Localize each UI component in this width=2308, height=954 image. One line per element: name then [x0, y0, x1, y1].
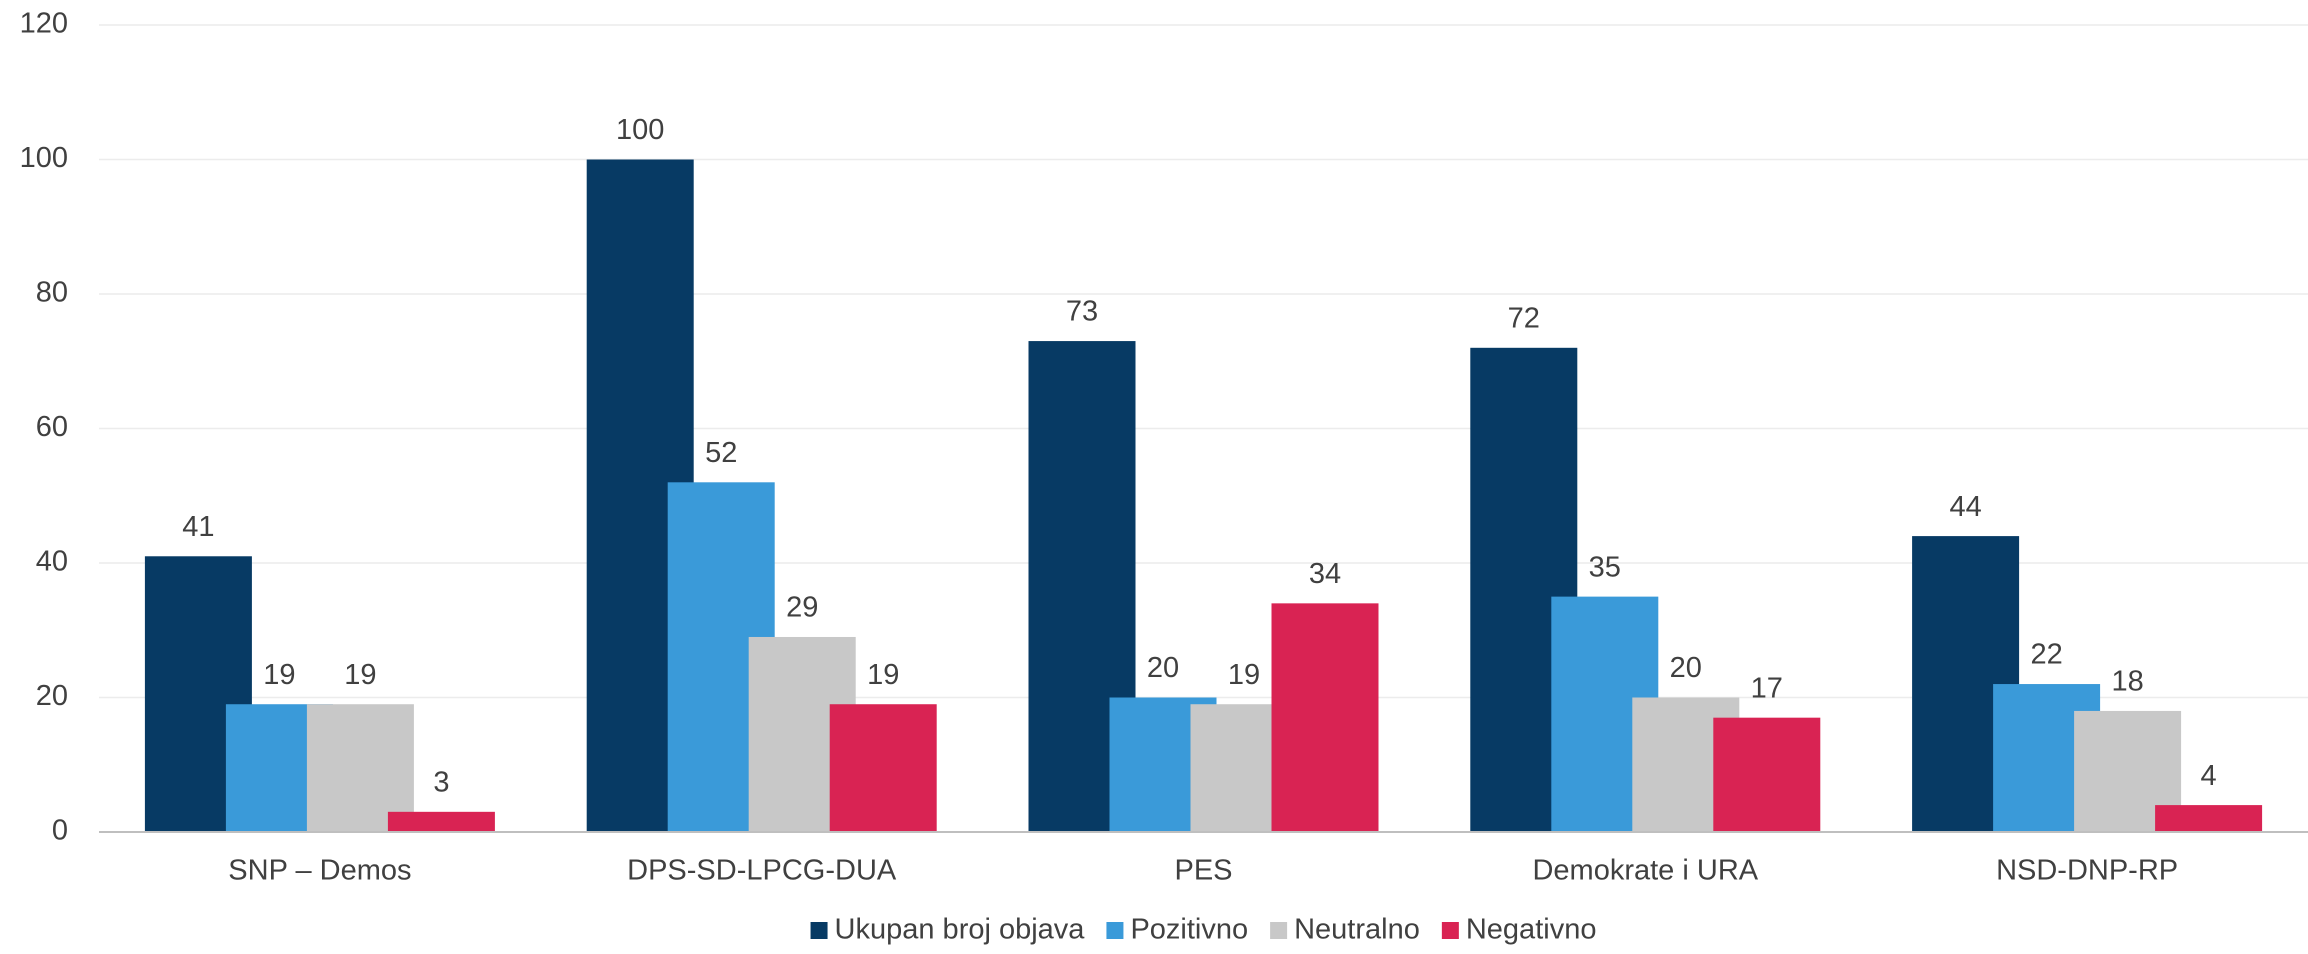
y-tick-label: 20	[36, 680, 68, 712]
data-label: 22	[2030, 639, 2062, 671]
x-tick-label: NSD-DNP-RP	[1996, 855, 2178, 887]
legend-swatch	[1270, 922, 1288, 939]
bar	[2155, 805, 2263, 832]
bar	[1271, 603, 1379, 832]
legend-swatch	[810, 922, 828, 939]
x-tick-label: PES	[1174, 855, 1232, 887]
legend-swatch	[1106, 922, 1124, 939]
data-label: 41	[182, 511, 214, 543]
data-label: 17	[1751, 672, 1783, 704]
data-label: 100	[616, 114, 664, 146]
data-label: 19	[263, 659, 295, 691]
bar	[306, 704, 414, 832]
legend-label: Neutralno	[1294, 914, 1420, 946]
y-tick-label: 120	[20, 8, 68, 40]
data-label: 72	[1508, 302, 1540, 334]
y-tick-label: 100	[20, 142, 68, 174]
y-tick-label: 0	[52, 815, 68, 847]
data-label: 35	[1589, 551, 1621, 583]
data-label: 4	[2201, 760, 2217, 792]
legend-label: Negativno	[1466, 914, 1597, 946]
y-tick-label: 80	[36, 277, 68, 309]
data-label: 52	[705, 437, 737, 469]
data-label: 73	[1066, 296, 1098, 328]
bar	[1713, 717, 1821, 832]
data-label: 20	[1147, 652, 1179, 684]
legend-swatch	[1441, 922, 1459, 939]
data-label: 44	[1949, 491, 1981, 523]
x-tick-label: SNP – Demos	[228, 855, 411, 887]
data-label: 20	[1670, 652, 1702, 684]
data-label: 34	[1309, 558, 1341, 590]
data-label: 3	[433, 766, 449, 798]
legend-label: Ukupan broj objava	[835, 914, 1086, 946]
bar	[387, 811, 495, 832]
bar	[829, 704, 937, 832]
y-tick-label: 40	[36, 546, 68, 578]
y-tick-label: 60	[36, 411, 68, 443]
x-tick-label: DPS-SD-LPCG-DUA	[627, 855, 897, 887]
x-tick-label: Demokrate i URA	[1532, 855, 1758, 887]
data-label: 19	[867, 659, 899, 691]
data-label: 18	[2111, 666, 2143, 698]
data-label: 19	[1228, 659, 1260, 691]
data-label: 29	[786, 592, 818, 624]
data-label: 19	[344, 659, 376, 691]
legend-label: Pozitivno	[1130, 914, 1248, 946]
